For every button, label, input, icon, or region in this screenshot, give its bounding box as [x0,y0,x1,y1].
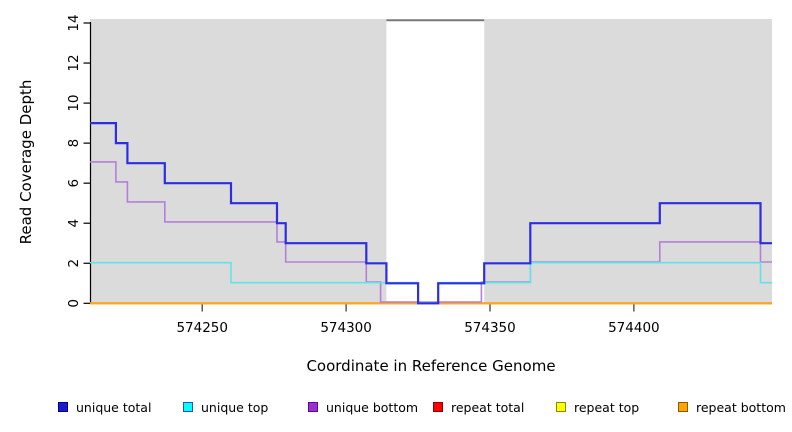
y-axis-title: Read Coverage Depth [17,79,35,245]
x-tick-label: 574300 [320,320,372,336]
legend-label: repeat total [451,399,525,415]
gap-region [386,19,485,304]
legend-swatch-unique-top [183,402,193,412]
y-tick-label: 8 [66,139,82,148]
legend-swatch-unique-total [58,402,68,412]
y-tick-label: 12 [66,54,82,71]
x-axis-title: Coordinate in Reference Genome [306,357,556,375]
legend-swatch-repeat-bottom [678,402,688,412]
legend-swatch-repeat-total [433,402,443,412]
legend-item-unique-total: unique total [58,398,151,416]
legend-item-unique-top: unique top [183,398,268,416]
y-tick-label: 0 [66,299,82,308]
series-line-unique-bottom [90,161,772,303]
legend-label: unique top [201,399,269,415]
legend-label: repeat bottom [696,399,786,415]
legend-swatch-unique-bottom [308,402,318,412]
legend-item-repeat-total: repeat total [433,398,524,416]
legend-swatch-repeat-top [556,402,566,412]
series-line-unique-total [90,122,772,305]
legend: unique total unique top unique bottom repea… [0,398,792,420]
legend-label: unique total [76,399,152,415]
y-tick-label: 2 [66,259,82,268]
legend-label: unique bottom [326,399,419,415]
x-tick-label: 574400 [608,320,660,336]
x-tick-label: 574250 [176,320,228,336]
legend-item-repeat-bottom: repeat bottom [678,398,786,416]
legend-label: repeat top [574,399,640,415]
y-tick-label: 4 [66,219,82,228]
legend-item-repeat-top: repeat top [556,398,639,416]
y-tick-label: 10 [66,94,82,111]
legend-item-unique-bottom: unique bottom [308,398,418,416]
x-tick-label: 574350 [464,320,516,336]
y-tick-label: 6 [66,179,82,188]
y-tick-label: 14 [66,14,82,31]
